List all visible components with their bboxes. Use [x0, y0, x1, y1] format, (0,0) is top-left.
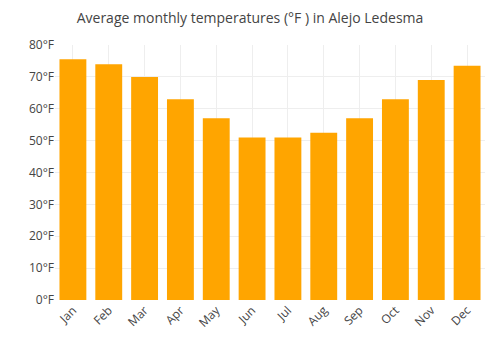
svg-text:Jun: Jun — [234, 302, 259, 327]
svg-text:Apr: Apr — [161, 302, 187, 328]
svg-text:May: May — [195, 301, 224, 330]
svg-text:Dec: Dec — [447, 302, 474, 329]
svg-text:Oct: Oct — [377, 302, 403, 328]
svg-text:Jul: Jul — [273, 302, 295, 324]
svg-text:40°F: 40°F — [29, 164, 54, 181]
svg-text:80°F: 80°F — [29, 36, 54, 53]
svg-text:Aug: Aug — [304, 302, 332, 330]
svg-text:70°F: 70°F — [29, 68, 54, 85]
svg-text:Mar: Mar — [124, 302, 152, 330]
svg-text:60°F: 60°F — [29, 100, 54, 117]
svg-text:Sep: Sep — [340, 302, 367, 329]
svg-text:0°F: 0°F — [36, 291, 54, 308]
svg-text:Jan: Jan — [55, 302, 80, 327]
svg-text:Average monthly temperatures (: Average monthly temperatures (°F ) in Al… — [77, 8, 424, 27]
svg-text:20°F: 20°F — [29, 227, 54, 244]
svg-text:Feb: Feb — [89, 302, 115, 328]
svg-text:10°F: 10°F — [29, 259, 54, 276]
svg-text:50°F: 50°F — [29, 132, 54, 149]
svg-text:30°F: 30°F — [29, 196, 54, 213]
svg-text:Nov: Nov — [411, 302, 439, 330]
